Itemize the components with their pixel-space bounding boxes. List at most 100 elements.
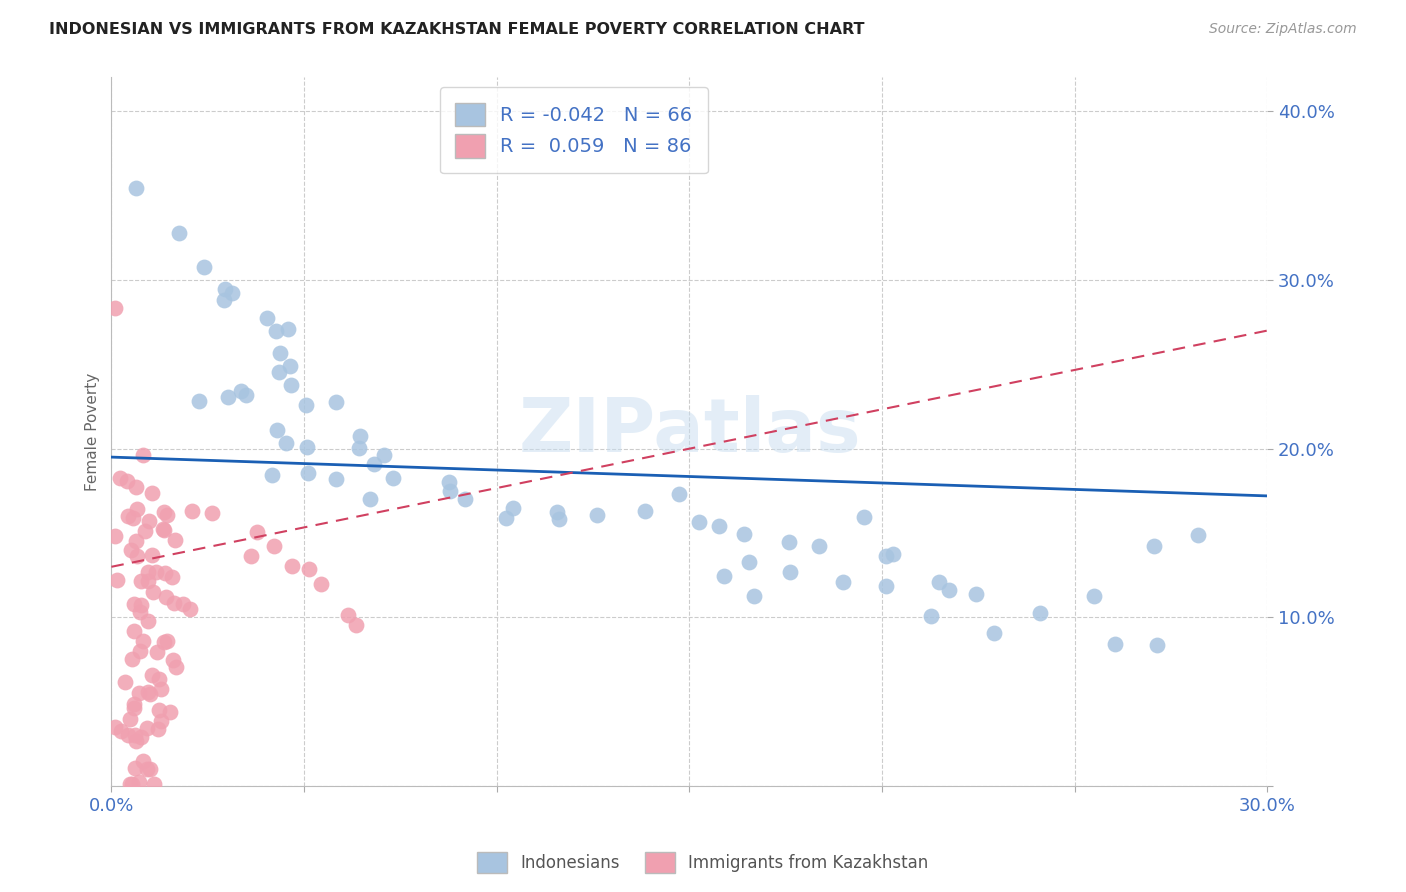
Point — [214, 282, 236, 296]
Point — [141, 486, 163, 500]
Point — [807, 539, 830, 553]
Point — [1029, 606, 1052, 620]
Point — [148, 703, 170, 717]
Point — [309, 576, 332, 591]
Point — [114, 674, 136, 689]
Point — [149, 682, 172, 697]
Point — [125, 534, 148, 549]
Point — [260, 468, 283, 483]
Point — [337, 608, 360, 623]
Point — [707, 519, 730, 533]
Text: ZIPatlas: ZIPatlas — [519, 395, 860, 468]
Point — [117, 509, 139, 524]
Point — [152, 522, 174, 536]
Point — [122, 701, 145, 715]
Point — [120, 543, 142, 558]
Point — [125, 181, 148, 195]
Point — [269, 346, 291, 360]
Point — [373, 448, 395, 462]
Point — [938, 582, 960, 597]
Point — [668, 487, 690, 501]
Point — [131, 731, 153, 745]
Point — [548, 511, 571, 525]
Point — [294, 398, 316, 412]
Point — [437, 475, 460, 490]
Point — [235, 388, 257, 402]
Point — [274, 435, 297, 450]
Point — [132, 633, 155, 648]
Point — [128, 775, 150, 789]
Point — [280, 378, 302, 392]
Point — [188, 394, 211, 409]
Point — [349, 429, 371, 443]
Point — [965, 587, 987, 601]
Point — [1104, 637, 1126, 651]
Point — [142, 585, 165, 599]
Point — [138, 514, 160, 528]
Point — [266, 423, 288, 437]
Point — [281, 559, 304, 574]
Point — [148, 672, 170, 686]
Point — [297, 467, 319, 481]
Point — [125, 549, 148, 563]
Point — [217, 390, 239, 404]
Point — [134, 524, 156, 538]
Point — [875, 579, 897, 593]
Point — [163, 596, 186, 610]
Point — [495, 511, 517, 525]
Point — [239, 549, 262, 563]
Point — [454, 492, 477, 507]
Point — [108, 471, 131, 485]
Point — [129, 644, 152, 658]
Point — [779, 565, 801, 579]
Point — [141, 549, 163, 563]
Point — [882, 547, 904, 561]
Point — [875, 549, 897, 563]
Point — [141, 668, 163, 682]
Point — [160, 570, 183, 584]
Point — [295, 440, 318, 454]
Legend: Indonesians, Immigrants from Kazakhstan: Indonesians, Immigrants from Kazakhstan — [471, 846, 935, 880]
Point — [128, 686, 150, 700]
Point — [179, 602, 201, 616]
Point — [146, 645, 169, 659]
Point — [221, 285, 243, 300]
Point — [150, 714, 173, 728]
Point — [124, 761, 146, 775]
Point — [146, 722, 169, 736]
Point — [167, 226, 190, 240]
Point — [634, 504, 657, 518]
Point — [152, 523, 174, 537]
Point — [122, 697, 145, 711]
Text: INDONESIAN VS IMMIGRANTS FROM KAZAKHSTAN FEMALE POVERTY CORRELATION CHART: INDONESIAN VS IMMIGRANTS FROM KAZAKHSTAN… — [49, 22, 865, 37]
Point — [104, 720, 127, 734]
Point — [738, 555, 761, 569]
Point — [1187, 528, 1209, 542]
Point — [439, 483, 461, 498]
Point — [136, 684, 159, 698]
Point — [733, 527, 755, 541]
Point — [256, 310, 278, 325]
Point — [105, 573, 128, 587]
Point — [117, 728, 139, 742]
Point — [118, 777, 141, 791]
Point — [153, 634, 176, 648]
Point — [131, 448, 153, 462]
Point — [263, 539, 285, 553]
Point — [165, 660, 187, 674]
Point — [104, 301, 127, 316]
Point — [115, 474, 138, 488]
Point — [832, 574, 855, 589]
Point — [124, 728, 146, 742]
Point — [214, 293, 236, 308]
Point — [359, 491, 381, 506]
Point — [778, 534, 800, 549]
Point — [153, 566, 176, 581]
Point — [104, 529, 127, 543]
Point — [983, 626, 1005, 640]
Point — [122, 597, 145, 611]
Point — [139, 762, 162, 776]
Point — [129, 605, 152, 619]
Point — [121, 652, 143, 666]
Point — [201, 506, 224, 520]
